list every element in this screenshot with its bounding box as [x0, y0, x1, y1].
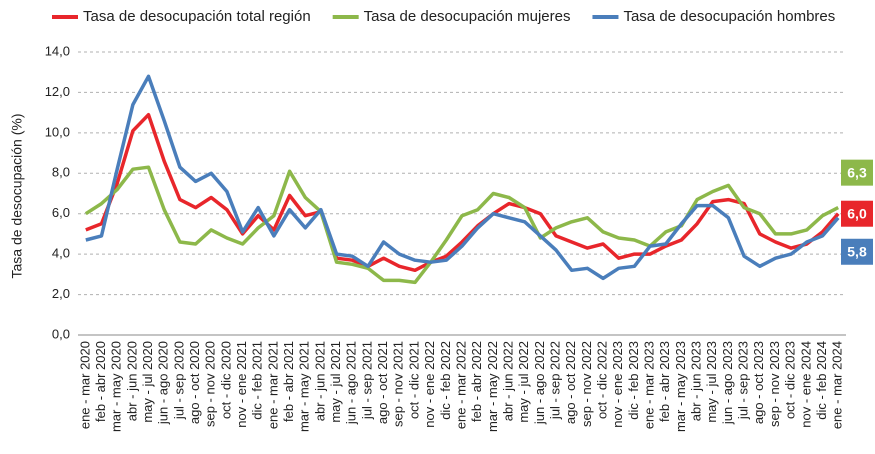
x-tick-label: dic - feb 2021 — [250, 341, 265, 420]
x-tick-label: ene - mar 2022 — [453, 341, 468, 429]
series-line — [85, 74, 840, 281]
series-line — [84, 165, 840, 285]
x-tick-label: nov - ene 2024 — [798, 341, 813, 428]
x-tick-label: dic - feb 2022 — [438, 341, 453, 420]
end-label-box — [841, 159, 873, 186]
x-tick-label: jul - sep 2022 — [547, 341, 562, 420]
y-axis-title: Tasa de desocupación (%) — [9, 114, 25, 279]
x-tick-label: jun - ago 2022 — [532, 341, 547, 425]
end-label: 5,8 — [847, 243, 867, 259]
x-tick-label: nov - ene 2023 — [610, 341, 625, 428]
y-tick-label: 14,0 — [45, 43, 70, 58]
x-tick-label: sep - nov 2021 — [391, 341, 406, 427]
x-tick-label: ago - oct 2023 — [751, 341, 766, 424]
x-tick-label: ene - mar 2024 — [830, 341, 845, 429]
y-tick-label: 2,0 — [52, 286, 70, 301]
x-tick-label: mar - may 2021 — [297, 341, 312, 432]
x-tick-label: sep - nov 2022 — [579, 341, 594, 427]
x-tick-label: mar - may 2022 — [485, 341, 500, 432]
legend-label: Tasa de desocupación mujeres — [364, 8, 571, 25]
end-label-box — [841, 238, 873, 265]
x-tick-label: feb - abr 2020 — [93, 341, 108, 422]
y-tick-label: 12,0 — [45, 84, 70, 99]
x-tick-label: jul - sep 2023 — [736, 341, 751, 420]
x-tick-label: abr - jun 2021 — [312, 341, 327, 421]
x-tick-label: nov - ene 2022 — [422, 341, 437, 428]
legend-label: Tasa de desocupación hombres — [623, 8, 835, 25]
y-tick-label: 0,0 — [52, 326, 70, 341]
x-tick-label: may - jul 2020 — [140, 341, 155, 423]
series-line — [85, 112, 840, 273]
x-tick-label: abr - jun 2020 — [124, 341, 139, 421]
x-tick-label: oct - dic 2023 — [783, 341, 798, 419]
x-tick-label: ene - mar 2021 — [265, 341, 280, 429]
x-tick-label: feb - abr 2021 — [281, 341, 296, 422]
x-tick-label: sep - nov 2020 — [203, 341, 218, 427]
x-tick-label: ene - mar 2020 — [77, 341, 92, 429]
legend-label: Tasa de desocupación total región — [83, 8, 311, 25]
x-tick-label: ago - oct 2020 — [187, 341, 202, 424]
x-tick-label: mar - may 2020 — [109, 341, 124, 432]
y-tick-label: 10,0 — [45, 124, 70, 139]
x-tick-label: feb - abr 2022 — [469, 341, 484, 422]
x-tick-label: may - jul 2023 — [704, 341, 719, 423]
x-tick-label: feb - abr 2023 — [657, 341, 672, 422]
x-tick-label: dic - feb 2023 — [626, 341, 641, 420]
x-tick-label: jun - ago 2023 — [720, 341, 735, 425]
x-tick-label: oct - dic 2022 — [594, 341, 609, 419]
x-tick-label: abr - jun 2022 — [500, 341, 515, 421]
x-tick-label: oct - dic 2020 — [218, 341, 233, 419]
x-tick-label: oct - dic 2021 — [406, 341, 421, 419]
x-tick-label: abr - jun 2023 — [689, 341, 704, 421]
x-tick-label: jul - sep 2021 — [359, 341, 374, 420]
x-tick-label: ago - oct 2022 — [563, 341, 578, 424]
y-tick-label: 8,0 — [52, 165, 70, 180]
x-tick-label: ago - oct 2021 — [375, 341, 390, 424]
x-tick-label: jul - sep 2020 — [171, 341, 186, 420]
x-tick-label: mar - may 2023 — [673, 341, 688, 432]
x-tick-label: sep - nov 2023 — [767, 341, 782, 427]
x-tick-label: nov - ene 2021 — [234, 341, 249, 428]
x-tick-label: may - jul 2022 — [516, 341, 531, 423]
x-tick-label: jun - ago 2020 — [156, 341, 171, 425]
y-tick-label: 4,0 — [52, 246, 70, 261]
x-tick-label: may - jul 2021 — [328, 341, 343, 423]
end-label: 6,3 — [847, 164, 867, 180]
end-label-box — [841, 200, 873, 227]
end-label: 6,0 — [847, 205, 867, 221]
x-tick-label: ene - mar 2023 — [642, 341, 657, 429]
y-tick-label: 6,0 — [52, 205, 70, 220]
x-tick-label: jun - ago 2021 — [344, 341, 359, 425]
x-tick-label: dic - feb 2024 — [814, 341, 829, 420]
